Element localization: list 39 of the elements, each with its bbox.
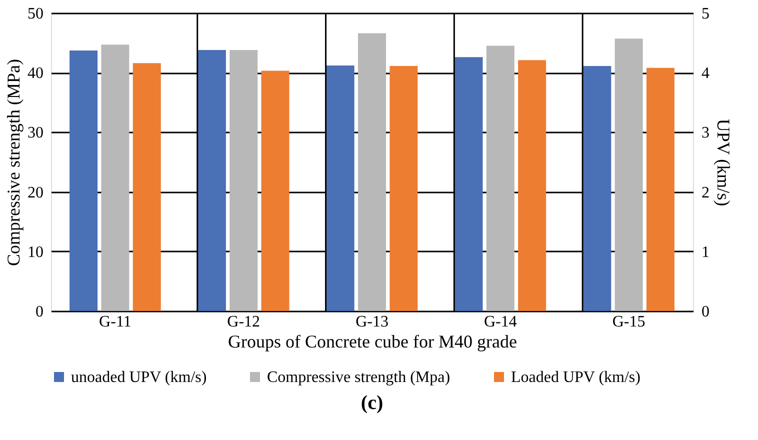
y-tick-label: 40 — [28, 65, 44, 82]
bar — [646, 68, 674, 311]
legend-label: unoaded UPV (km/s) — [71, 369, 207, 386]
y2-tick-label: 5 — [702, 6, 710, 22]
bar — [454, 57, 483, 311]
y-tick-label: 30 — [28, 124, 44, 142]
legend-label: Compressive strength (Mpa) — [267, 369, 450, 386]
x-axis-title: Groups of Concrete cube for M40 grade — [228, 332, 517, 352]
x-tick-label: G-13 — [356, 314, 388, 330]
x-tick-label: G-12 — [227, 314, 260, 330]
bar — [132, 63, 161, 311]
x-tick-label: G-15 — [612, 314, 646, 330]
bar — [390, 66, 418, 311]
y-tick-label: 0 — [36, 304, 44, 320]
bar — [326, 65, 354, 311]
y2-tick-label: 3 — [702, 124, 710, 142]
y-tick-label: 50 — [28, 6, 44, 22]
y2-tick-label: 0 — [702, 304, 710, 320]
x-tick-label: G-11 — [99, 314, 132, 330]
y2-tick-label: 1 — [702, 244, 710, 261]
y2-tick-label: 4 — [702, 65, 710, 82]
bar — [230, 50, 258, 311]
bar — [614, 38, 643, 311]
bar — [486, 46, 514, 311]
y-tick-label: 20 — [28, 184, 44, 202]
x-tick-label: G-14 — [484, 314, 517, 330]
y2-axis-title: UPV (km/s) — [714, 118, 734, 206]
bar — [518, 60, 546, 311]
bar — [261, 70, 290, 311]
bar — [101, 44, 130, 311]
bar — [198, 50, 226, 311]
text: (c) — [360, 392, 384, 414]
bar — [583, 66, 612, 311]
y2-tick-label: 2 — [702, 184, 710, 202]
bar — [358, 33, 386, 311]
bar — [70, 50, 98, 311]
y-tick-label: 10 — [28, 244, 44, 261]
legend-label: Loaded UPV (km/s) — [511, 369, 640, 386]
y-axis-title: Compressive strength (MPa) — [4, 59, 24, 266]
